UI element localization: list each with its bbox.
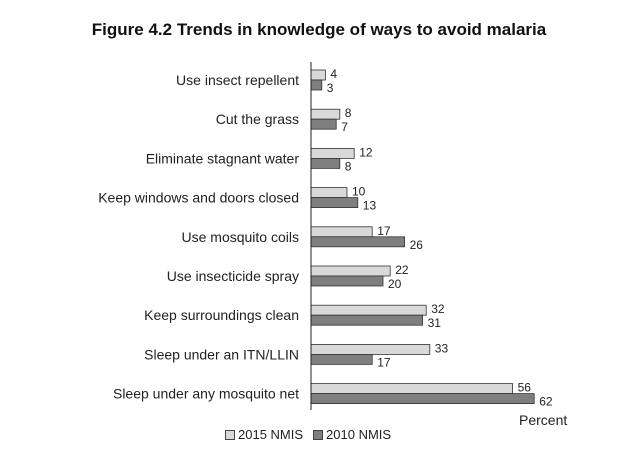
bar-2010 bbox=[310, 197, 359, 209]
data-label-2010: 62 bbox=[539, 395, 553, 409]
bar-2010 bbox=[310, 353, 373, 365]
data-label-2010: 31 bbox=[428, 316, 442, 330]
category-label: Eliminate stagnant water bbox=[146, 150, 300, 166]
bar-2015 bbox=[310, 69, 326, 81]
bar-2010 bbox=[310, 393, 535, 405]
data-label-2015: 10 bbox=[352, 185, 366, 199]
data-label-2010: 17 bbox=[377, 355, 391, 369]
bar-2015 bbox=[310, 187, 348, 199]
bar-2015 bbox=[310, 383, 514, 395]
data-label-2015: 33 bbox=[435, 341, 449, 355]
data-label-2010: 26 bbox=[410, 238, 424, 252]
legend-swatch-2015 bbox=[225, 429, 235, 440]
chart-title: Figure 4.2 Trends in knowledge of ways t… bbox=[91, 20, 547, 39]
category-label: Sleep under an ITN/LLIN bbox=[144, 346, 299, 362]
data-label-2010: 3 bbox=[327, 81, 334, 95]
bar-2010 bbox=[310, 236, 405, 248]
bar-2015 bbox=[310, 226, 373, 238]
data-label-2015: 4 bbox=[330, 67, 337, 81]
legend-swatch-2010 bbox=[313, 429, 324, 440]
data-label-2015: 32 bbox=[431, 302, 445, 316]
legend-item-2015: 2015 NMIS bbox=[225, 427, 303, 442]
bar-2015 bbox=[310, 304, 427, 316]
data-label-2010: 13 bbox=[363, 199, 377, 213]
bar-2015 bbox=[310, 108, 341, 120]
data-label-2015: 22 bbox=[395, 263, 409, 277]
category-label: Keep surroundings clean bbox=[144, 307, 299, 323]
x-axis-label: Percent bbox=[519, 412, 568, 428]
legend-item-2010: 2010 NMIS bbox=[313, 427, 391, 442]
bar-2015 bbox=[310, 343, 431, 355]
data-label-2015: 8 bbox=[345, 106, 352, 120]
bar-2010 bbox=[310, 157, 341, 169]
bar-2010 bbox=[310, 275, 384, 287]
bar-2015 bbox=[310, 265, 391, 277]
data-label-2015: 56 bbox=[518, 381, 532, 395]
data-label-2010: 8 bbox=[345, 159, 352, 173]
legend-label-2010: 2010 NMIS bbox=[326, 427, 392, 442]
bar-2015 bbox=[310, 147, 355, 159]
data-label-2010: 7 bbox=[341, 120, 348, 134]
data-label-2015: 17 bbox=[377, 224, 391, 238]
category-label: Use insect repellent bbox=[176, 72, 299, 88]
category-label: Sleep under any mosquito net bbox=[113, 386, 299, 402]
bar-2010 bbox=[310, 118, 337, 130]
bar-2010 bbox=[310, 314, 423, 326]
bar-2010 bbox=[310, 79, 323, 91]
legend: 2015 NMIS 2010 NMIS bbox=[225, 427, 391, 442]
category-label: Use mosquito coils bbox=[182, 229, 300, 245]
data-label-2010: 20 bbox=[388, 277, 402, 291]
category-label: Cut the grass bbox=[216, 111, 299, 127]
category-label: Keep windows and doors closed bbox=[98, 190, 299, 206]
category-label: Use insecticide spray bbox=[167, 268, 299, 284]
legend-label-2015: 2015 NMIS bbox=[238, 427, 304, 442]
data-label-2015: 12 bbox=[359, 145, 373, 159]
